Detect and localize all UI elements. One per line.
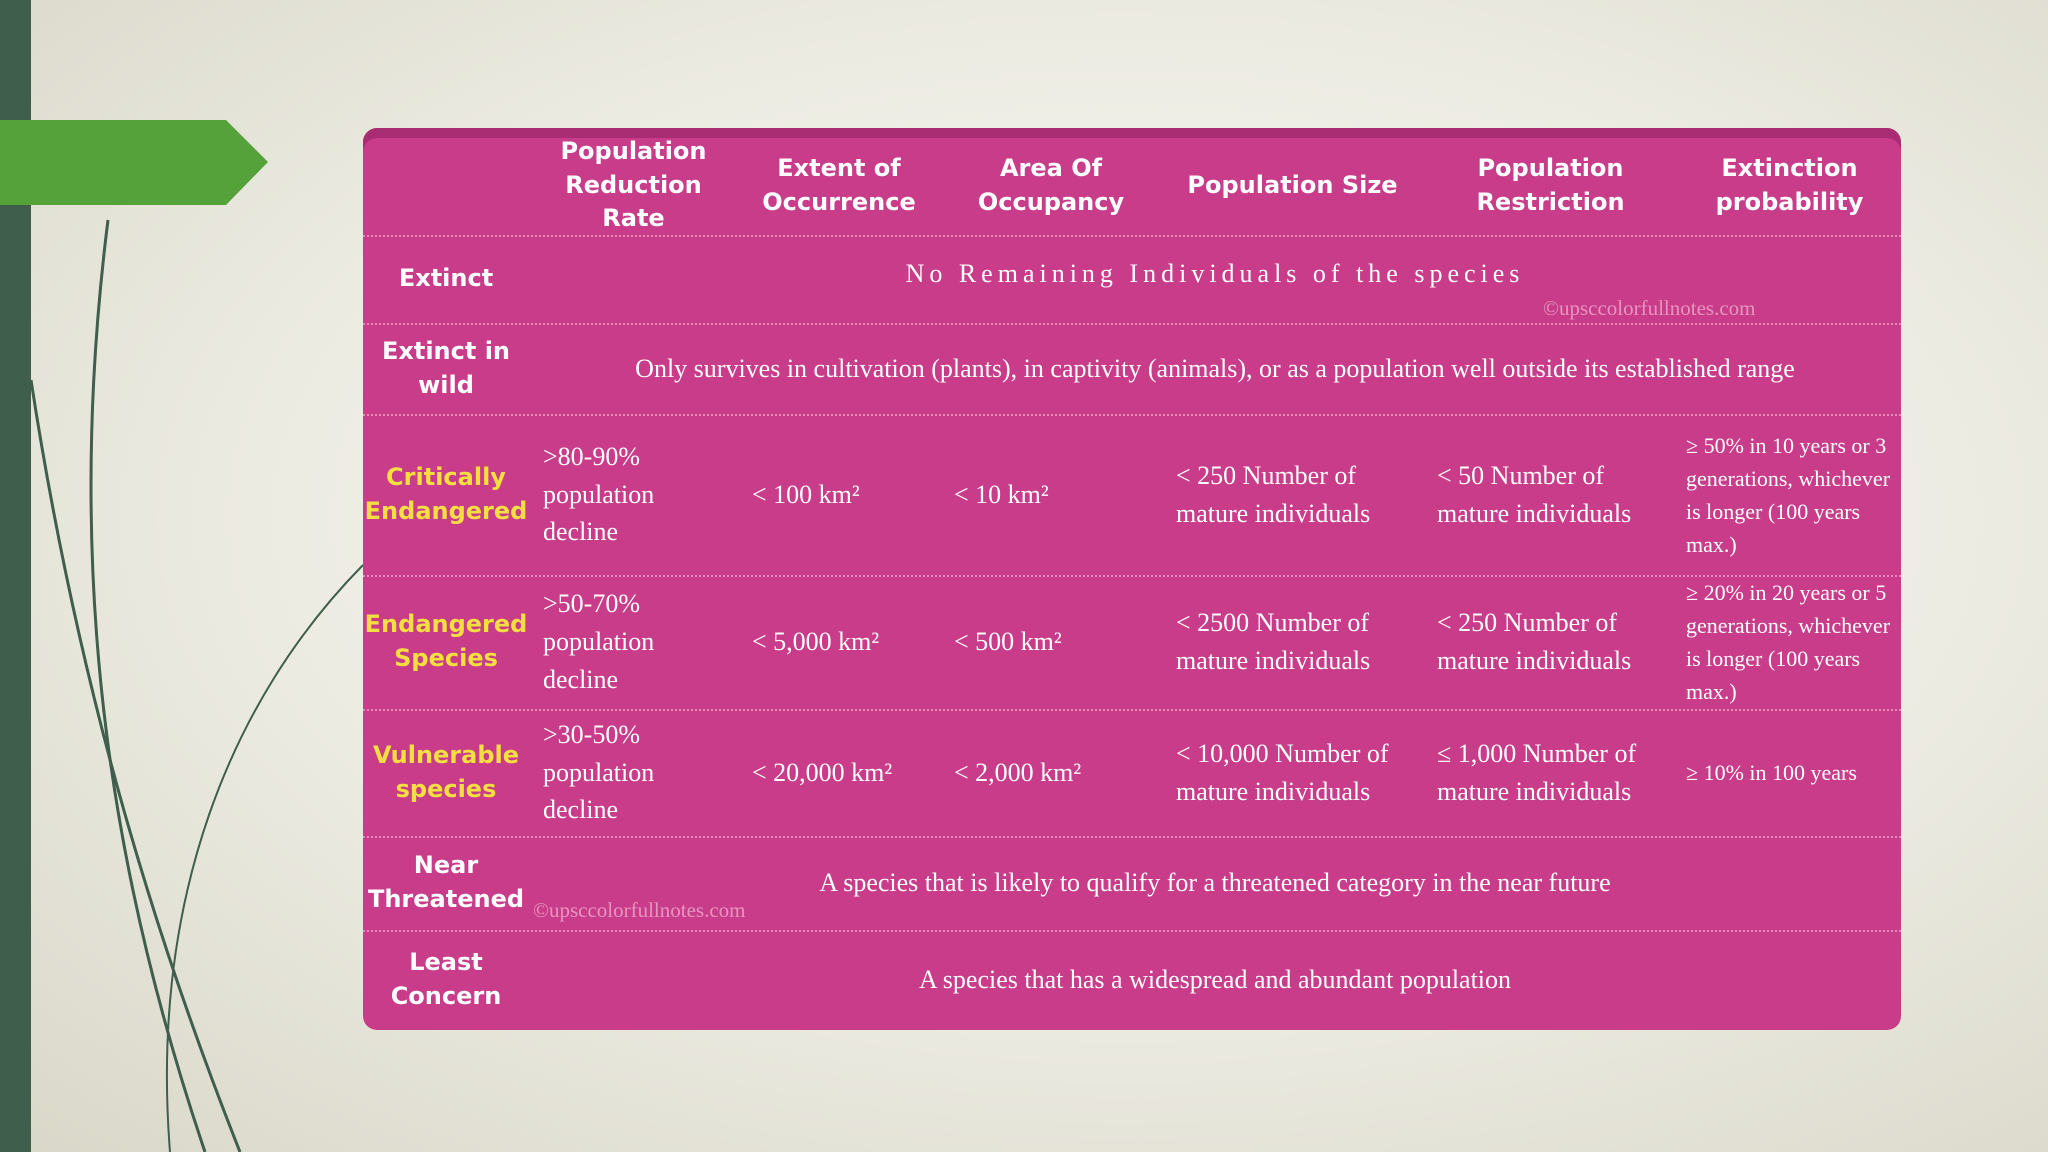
cell: < 10,000 Number of mature individuals: [1176, 738, 1389, 806]
cell: < 20,000 km²: [752, 757, 893, 787]
cell: < 2,000 km²: [954, 757, 1082, 787]
row-separator: [363, 323, 1901, 325]
column-header: Population Restriction: [1476, 153, 1625, 216]
arrow: [0, 120, 268, 205]
row-label: Extinct: [398, 264, 494, 293]
cell: >80-90% population decline: [543, 441, 655, 547]
row-separator: [363, 836, 1901, 838]
cell: < 100 km²: [752, 479, 860, 509]
merged-cell: No Remaining Individuals of the species: [905, 259, 1525, 289]
column-header: Population Size: [1187, 170, 1398, 199]
merged-cell: A species that is likely to qualify for …: [819, 868, 1611, 898]
watermark: ©upsccolorfullnotes.com: [533, 898, 746, 922]
curve: [29, 379, 242, 1152]
row-separator: [363, 414, 1901, 416]
cell: ≥ 50% in 10 years or 3 generations, whic…: [1686, 432, 1891, 557]
cell: ≤ 1,000 Number of mature individuals: [1437, 738, 1637, 806]
column-header: Extent of Occurrence: [762, 153, 916, 216]
row-separator: [363, 930, 1901, 932]
curve: [165, 564, 364, 1152]
row-separator: [363, 235, 1901, 237]
row-label: Critically Endangered: [364, 462, 528, 525]
cell: < 5,000 km²: [752, 627, 880, 657]
row-label: Least Concern: [390, 948, 502, 1010]
row-separator: [363, 709, 1901, 711]
merged-cell: A species that has a widespread and abun…: [918, 965, 1512, 995]
cell: < 250 Number of mature individuals: [1437, 608, 1632, 675]
cell: >50-70% population decline: [543, 589, 655, 694]
column-header: Extinction probability: [1715, 153, 1864, 216]
cell: >30-50% population decline: [543, 719, 655, 825]
curve: [89, 219, 207, 1152]
watermark: ©upsccolorfullnotes.com: [1543, 296, 1756, 320]
row-separator: [363, 575, 1901, 577]
row-label: Near Threatened: [367, 851, 525, 913]
row-label: Endangered Species: [364, 610, 528, 672]
column-header: Area Of Occupancy: [977, 153, 1125, 216]
row-label: Vulnerable species: [372, 740, 520, 803]
column-header: Population Reduction Rate: [560, 137, 707, 233]
table: Population Reduction Rate Extent of Occur…: [363, 128, 1901, 1030]
merged-cell: Only survives in cultivation (plants), i…: [635, 353, 1795, 383]
cell: ≥ 20% in 20 years or 5 generations, whic…: [1686, 580, 1891, 704]
row-label: Extinct in wild: [381, 336, 511, 399]
cell: ≥ 10% in 100 years: [1686, 760, 1857, 785]
cell: < 10 km²: [954, 479, 1049, 509]
cell: < 50 Number of mature individuals: [1437, 460, 1632, 528]
cell: < 2500 Number of mature individuals: [1176, 608, 1371, 675]
cell: < 500 km²: [954, 627, 1062, 657]
cell: < 250 Number of mature individuals: [1176, 460, 1371, 528]
